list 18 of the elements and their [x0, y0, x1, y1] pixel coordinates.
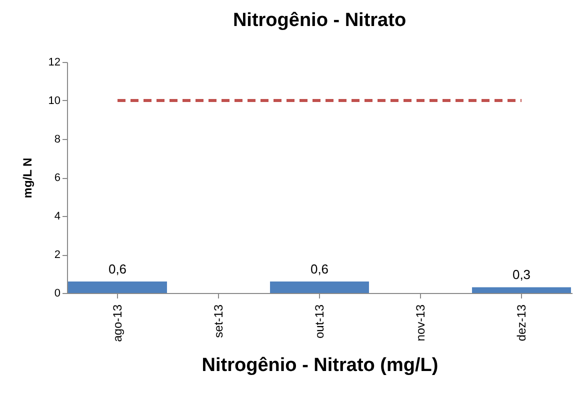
x-axis-title: Nitrogênio - Nitrato (mg/L) — [202, 354, 438, 376]
x-tick-label: nov-13 — [414, 304, 428, 342]
data-label: 0,6 — [310, 261, 329, 276]
y-tick-label: 2 — [54, 249, 60, 261]
x-tick-label: ago-13 — [110, 304, 124, 342]
y-axis-title: mg/L N — [20, 158, 34, 198]
y-tick-label: 10 — [48, 95, 60, 107]
y-tick-label: 0 — [54, 288, 60, 300]
x-tick-label: dez-13 — [514, 304, 528, 342]
y-tick-label: 12 — [48, 56, 60, 68]
x-tick-label: set-13 — [212, 304, 226, 338]
y-tick-label: 6 — [54, 172, 60, 184]
data-label: 0,3 — [512, 267, 531, 282]
y-tick-label: 8 — [54, 134, 60, 146]
y-tick-label: 4 — [54, 210, 60, 222]
chart-title: Nitrogênio - Nitrato — [232, 10, 406, 31]
x-tick-label: out-13 — [312, 304, 326, 339]
data-label: 0,6 — [108, 261, 127, 276]
